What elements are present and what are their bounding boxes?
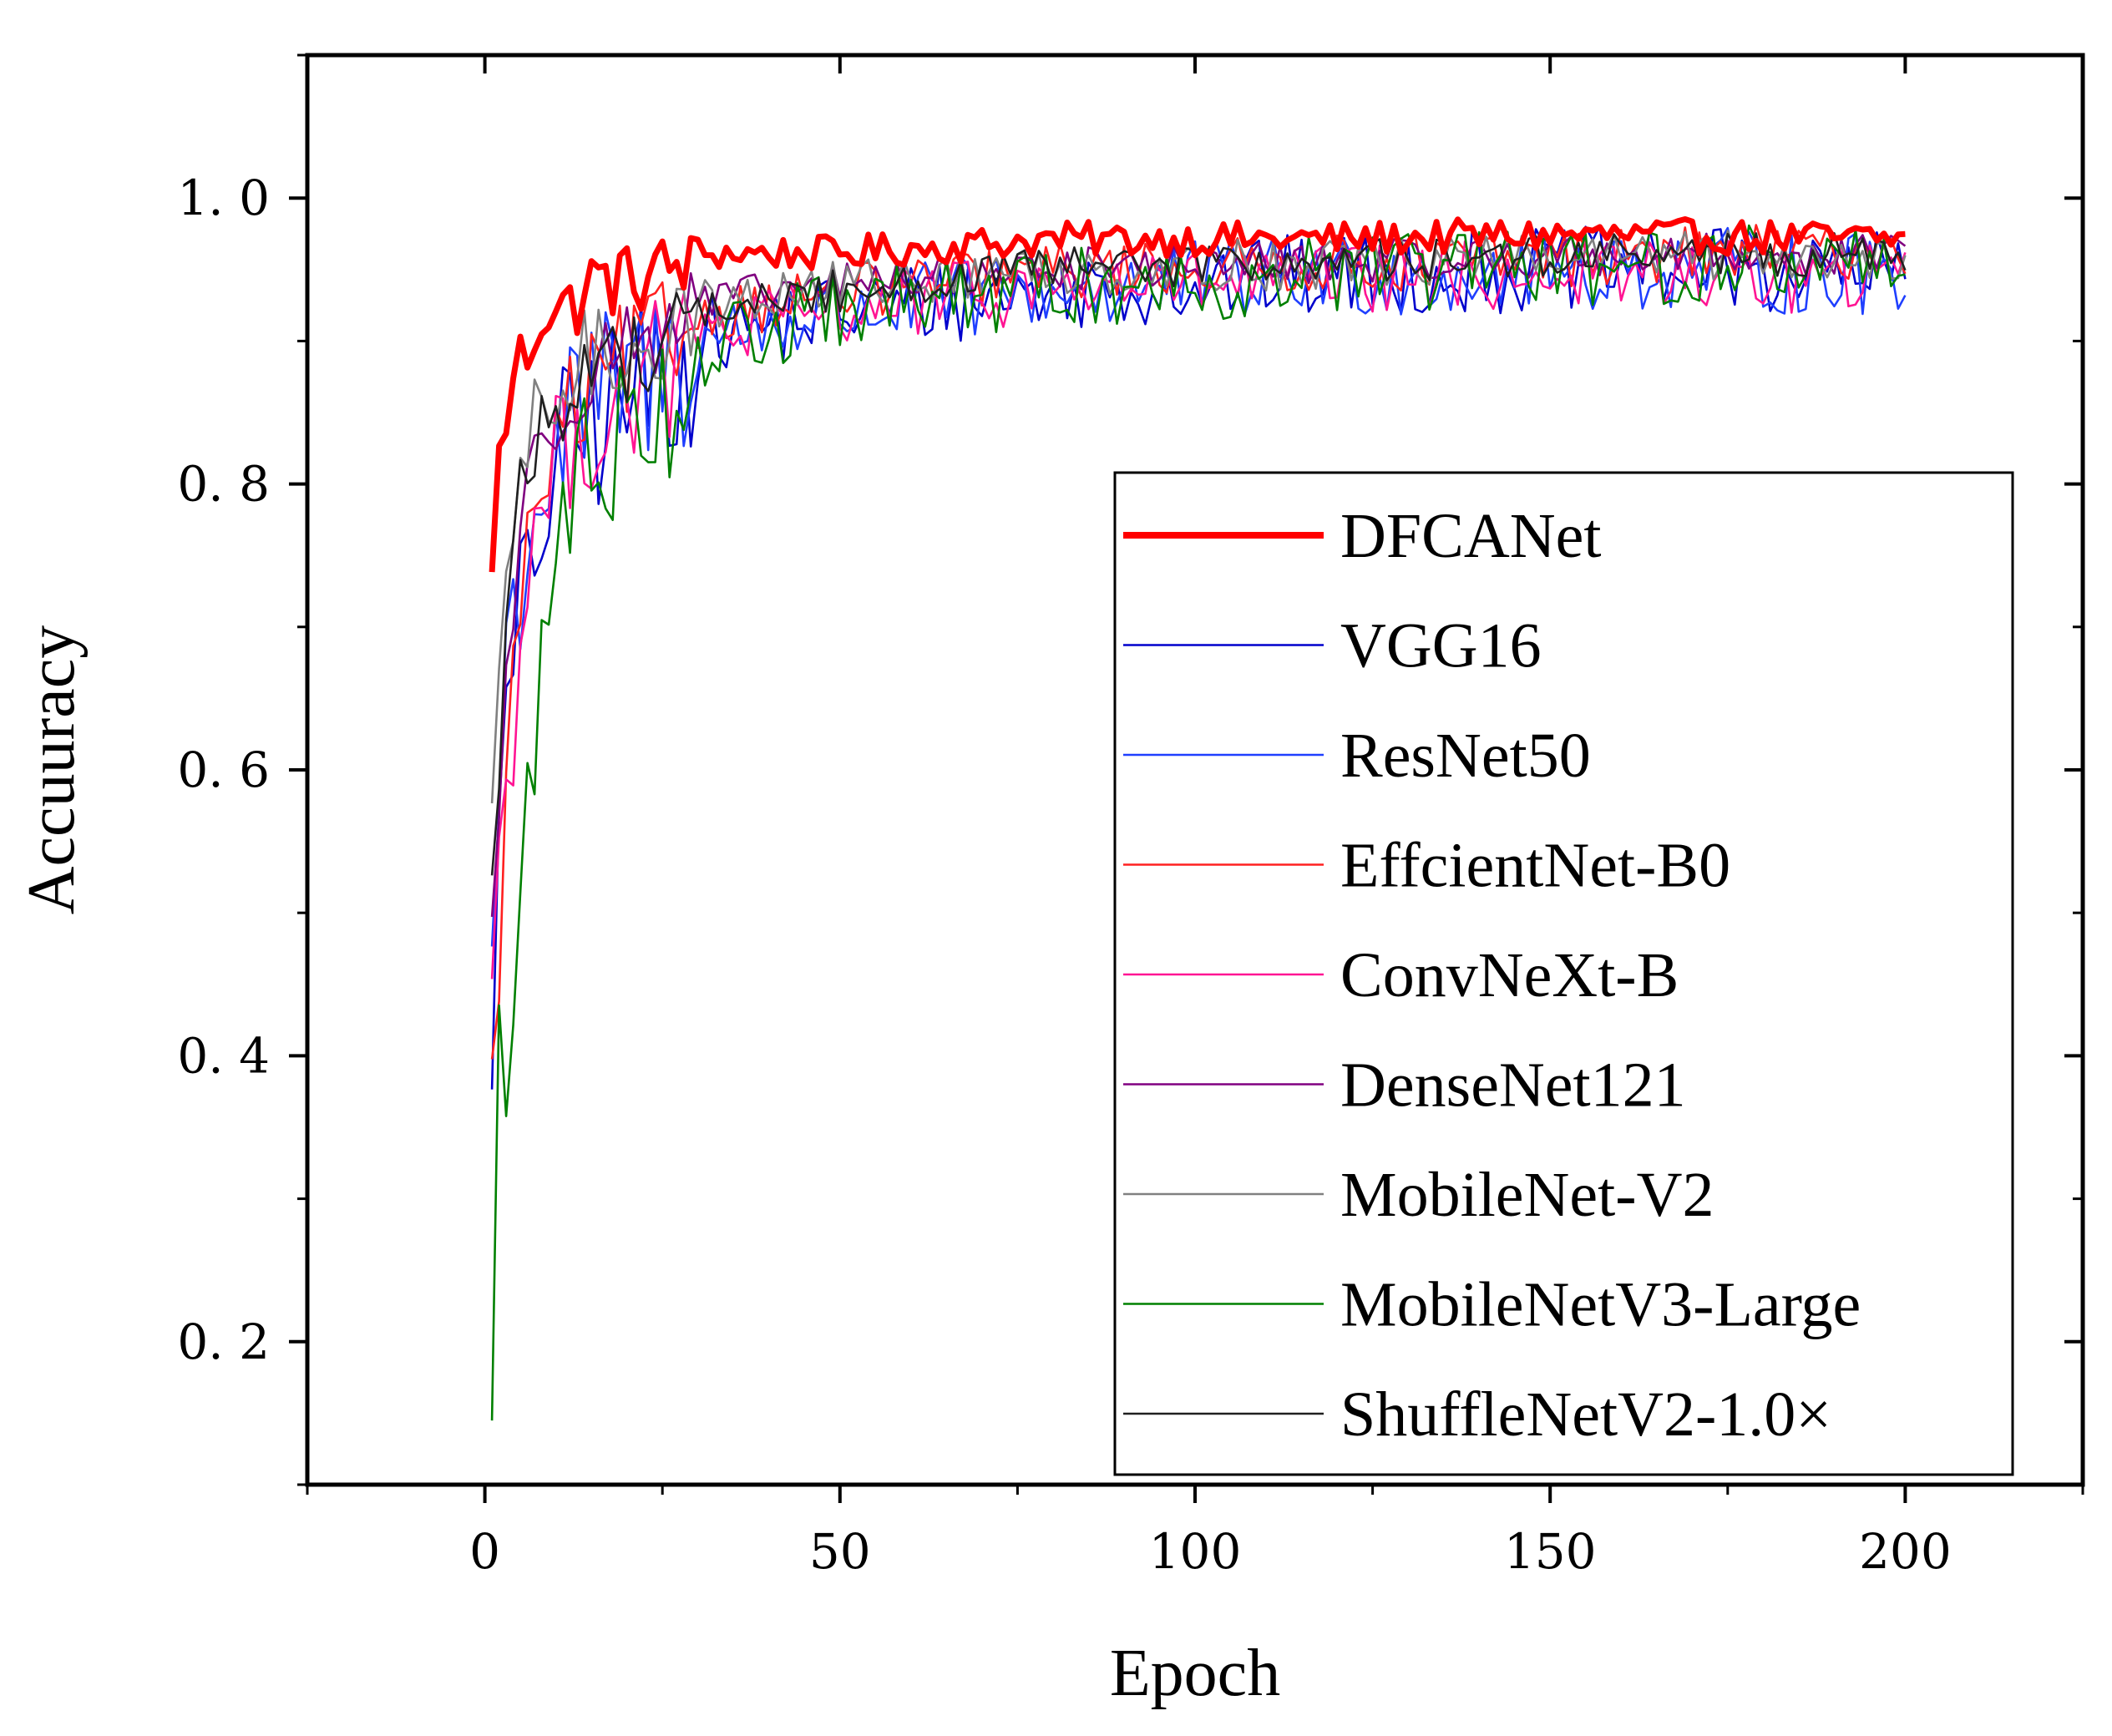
series-line-densenet121: [490, 232, 1907, 918]
legend-item: ConvNeXt-B: [1123, 940, 1679, 1010]
series-line-convnext-b: [490, 239, 1907, 979]
y-tick-label: 0. 8: [177, 456, 270, 513]
plot-lines: [489, 216, 1907, 1421]
axis-ticks: [289, 53, 2084, 1503]
legend-item: DFCANet: [1123, 501, 1601, 571]
legend-label: DFCANet: [1340, 501, 1601, 571]
y-tick-label: 0. 6: [177, 741, 270, 798]
y-tick-label: 1. 0: [177, 170, 270, 226]
legend-label: VGG16: [1340, 611, 1542, 681]
x-tick-label: 200: [1859, 1523, 1952, 1580]
series-line-dfcanet: [489, 216, 1906, 573]
legend-label: ConvNeXt-B: [1340, 940, 1679, 1010]
x-tick-label: 150: [1504, 1523, 1597, 1580]
axis-tick-labels: 0 50 100 150 200 0. 2 0. 4 0. 6 0. 8 1. 0: [177, 170, 1951, 1580]
legend-label: DenseNet121: [1340, 1050, 1686, 1121]
legend: DFCANet VGG16 ResNet50 EffcientNet-B0 ConvNe…: [1113, 471, 2014, 1476]
legend-label: ShuffleNetV2-1.0×: [1340, 1379, 1831, 1450]
legend-item: EffcientNet-B0: [1123, 831, 1730, 901]
x-tick-label: 50: [809, 1523, 871, 1580]
legend-item: ResNet50: [1123, 721, 1591, 791]
legend-item: MobileNet-V2: [1123, 1160, 1714, 1230]
x-tick-label: 100: [1149, 1523, 1242, 1580]
legend-label: MobileNet-V2: [1340, 1160, 1714, 1230]
legend-item: ShuffleNetV2-1.0×: [1123, 1379, 1831, 1450]
series-line-vgg16: [490, 225, 1907, 1090]
legend-item: VGG16: [1123, 611, 1542, 681]
legend-label: EffcientNet-B0: [1340, 831, 1730, 901]
y-axis-title: Accuuracy: [15, 625, 89, 914]
legend-item: DenseNet121: [1123, 1050, 1686, 1121]
x-tick-label: 0: [469, 1523, 500, 1580]
y-tick-label: 0. 4: [177, 1027, 270, 1084]
y-tick-label: 0. 2: [177, 1313, 270, 1370]
legend-label: ResNet50: [1340, 721, 1591, 791]
x-axis-title: Epoch: [1110, 1637, 1280, 1710]
legend-item: MobileNetV3-Large: [1123, 1270, 1861, 1340]
series-line-shufflenetv2-1-0-: [490, 231, 1907, 876]
legend-label: MobileNetV3-Large: [1340, 1270, 1861, 1340]
